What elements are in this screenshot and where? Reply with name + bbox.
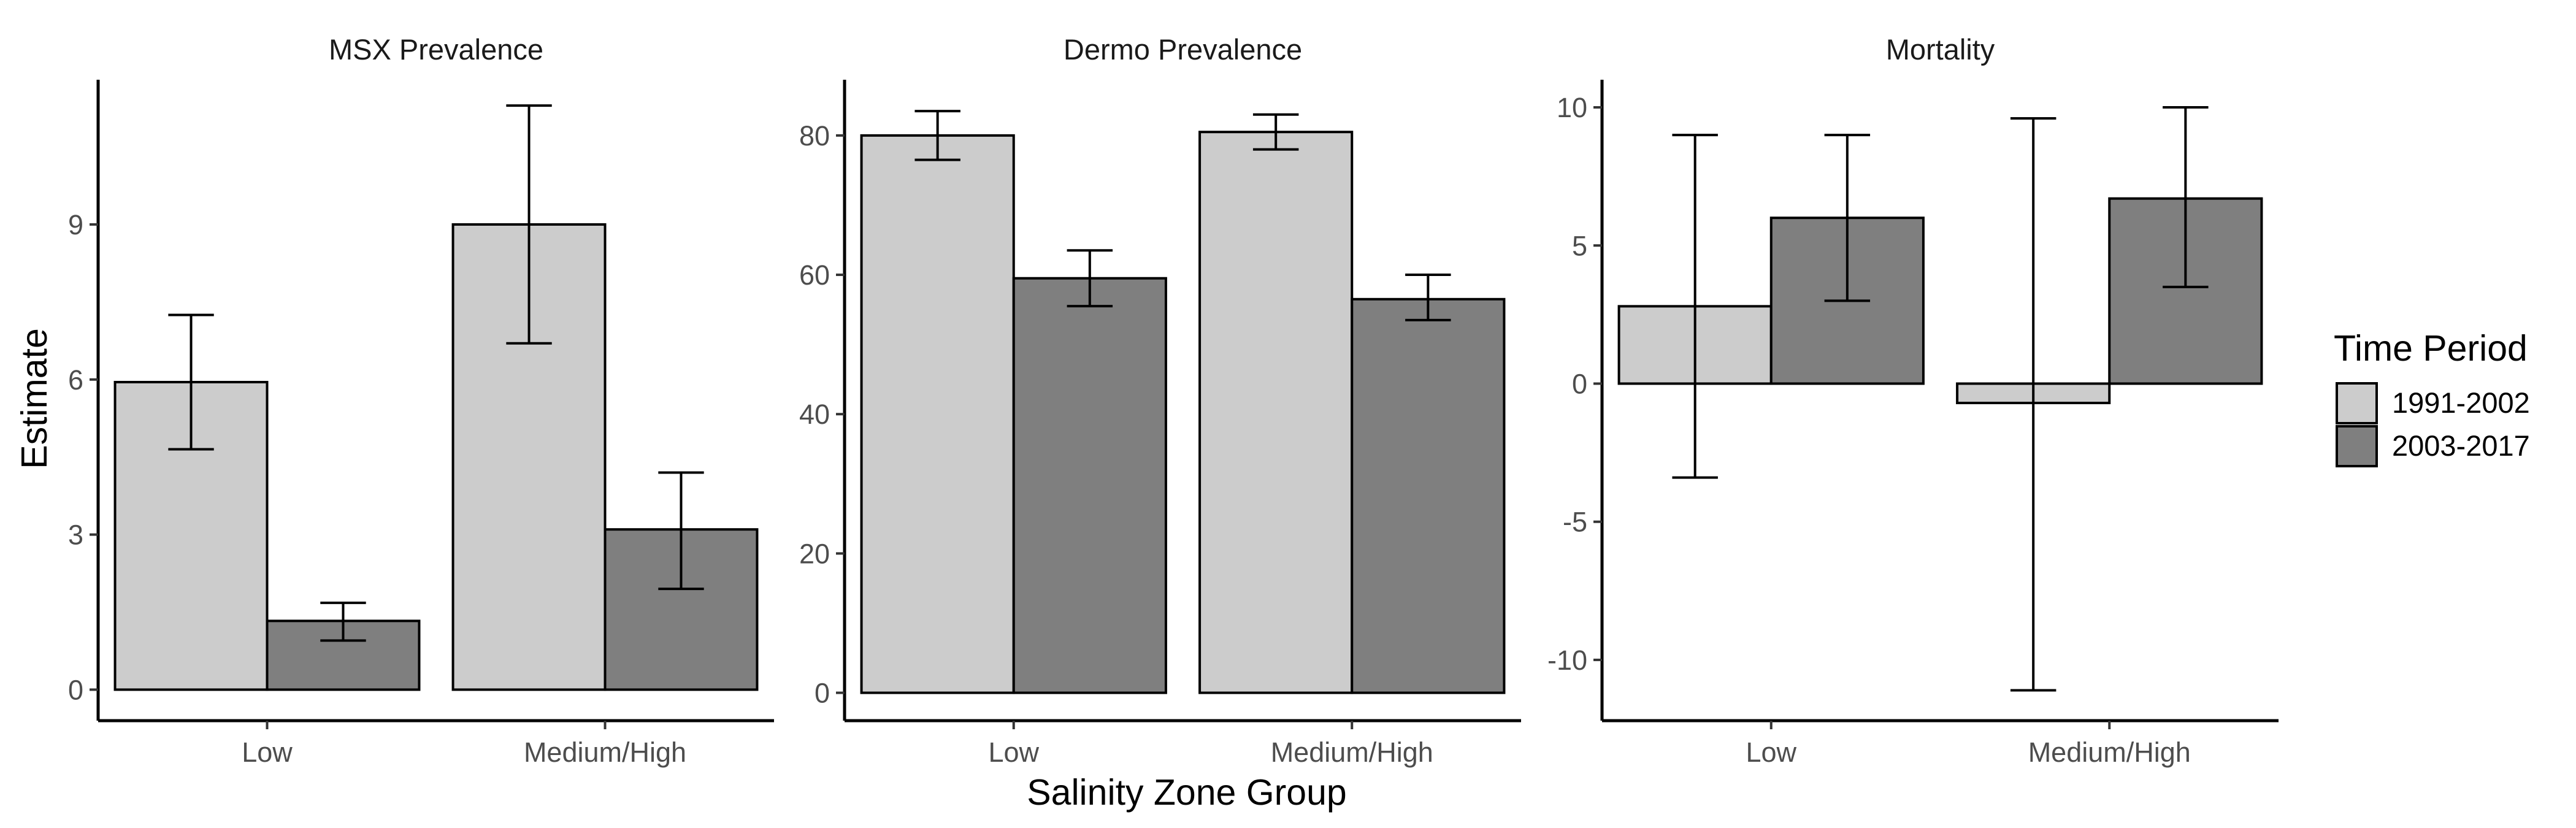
x-tick-label: Low (242, 737, 293, 768)
x-tick-label: Medium/High (1271, 737, 1433, 768)
y-tick-label: 3 (68, 519, 83, 551)
error-bar (506, 104, 552, 345)
y-tick-label: 40 (799, 399, 830, 430)
y-tick-label: 0 (815, 678, 830, 709)
bar (1012, 277, 1167, 694)
error-bar (1252, 113, 1299, 151)
error-bar (1672, 134, 1718, 479)
error-bar (2010, 117, 2057, 692)
legend-label: 2003-2017 (2392, 429, 2530, 462)
y-tick-label: 5 (1572, 230, 1587, 261)
panel-0: MSX Prevalence 0 3 6 9 Low Medium/High (68, 33, 774, 768)
error-bar (320, 601, 366, 642)
legend: Time Period 1991-2002 2003-2017 (2334, 328, 2530, 467)
x-tick-label: Medium/High (2028, 737, 2191, 768)
error-bar (914, 110, 960, 161)
panel-title: MSX Prevalence (329, 33, 543, 66)
y-tick-label: 20 (799, 538, 830, 569)
legend-title: Time Period (2334, 328, 2528, 369)
panel-1: Dermo Prevalence 0 20 40 60 80 Low Medium/High (799, 33, 1521, 768)
y-tick-label: 9 (68, 209, 83, 240)
y-tick-label: 10 (1557, 92, 1587, 123)
y-axis-title: Estimate (14, 328, 55, 469)
x-tick-label: Low (988, 737, 1039, 768)
legend-key (2336, 382, 2378, 424)
legend-label: 1991-2002 (2392, 386, 2530, 419)
y-tick-label: 80 (799, 120, 830, 151)
y-tick-label: -10 (1547, 645, 1587, 676)
bar (1198, 131, 1354, 694)
panel-title: Mortality (1886, 33, 1995, 66)
y-tick-label: 0 (68, 674, 83, 705)
error-bar (1824, 134, 1871, 302)
y-tick-label: -5 (1563, 507, 1587, 538)
y-tick-label: 60 (799, 259, 830, 291)
panel-title: Dermo Prevalence (1064, 33, 1302, 66)
error-bar (1405, 274, 1451, 321)
legend-key (2336, 425, 2378, 467)
y-tick-label: 0 (1572, 368, 1587, 399)
error-bar (658, 471, 704, 591)
error-bar (2163, 106, 2209, 288)
x-tick-label: Medium/High (524, 737, 686, 768)
x-axis-title: Salinity Zone Group (1027, 772, 1346, 813)
panel-2: Mortality -10 -5 0 5 10 Low Medium/High (1547, 33, 2279, 768)
x-tick-label: Low (1746, 737, 1796, 768)
bar (860, 134, 1015, 694)
error-bar (168, 313, 214, 451)
y-tick-label: 6 (68, 364, 83, 396)
bar (1351, 297, 1506, 694)
error-bar (1067, 249, 1113, 308)
